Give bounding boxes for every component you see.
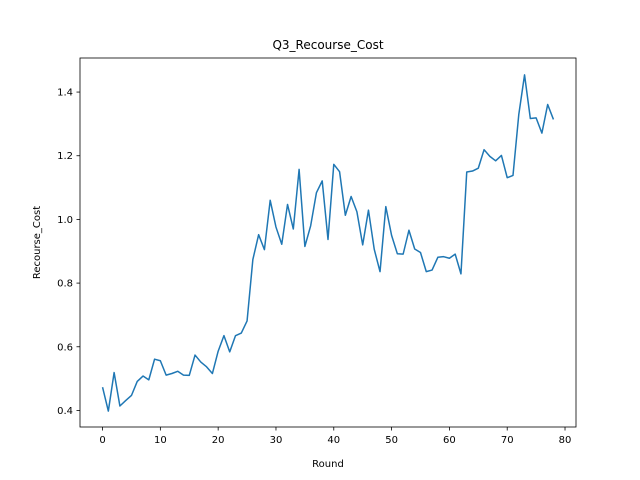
axis-ticks: 0 10 20 30 40 50 60 70 80 0.4 0.6 0.8 1.0 1.2 1.4 (57, 88, 571, 446)
chart-title: Q3_Recourse_Cost (272, 38, 383, 52)
x-tick-label: 20 (212, 435, 225, 446)
x-tick-label: 50 (385, 435, 398, 446)
x-tick-label: 10 (154, 435, 167, 446)
y-axis-label: Recourse_Cost (32, 206, 43, 279)
y-tick-label: 1.0 (57, 215, 73, 226)
y-tick-label: 1.2 (57, 151, 73, 162)
y-tick-label: 0.6 (57, 342, 73, 353)
plot-area-frame (79, 57, 577, 428)
x-tick-label: 40 (327, 435, 340, 446)
y-tick-label: 0.4 (57, 406, 73, 417)
y-tick-label: 0.8 (57, 279, 73, 290)
y-tick-label: 1.4 (57, 88, 73, 99)
x-axis-label: Round (312, 459, 344, 470)
x-tick-label: 80 (559, 435, 572, 446)
x-tick-label: 60 (443, 435, 456, 446)
x-tick-label: 70 (501, 435, 514, 446)
series-line (101, 74, 555, 412)
x-tick-label: 30 (270, 435, 283, 446)
x-tick-label: 0 (99, 435, 105, 446)
